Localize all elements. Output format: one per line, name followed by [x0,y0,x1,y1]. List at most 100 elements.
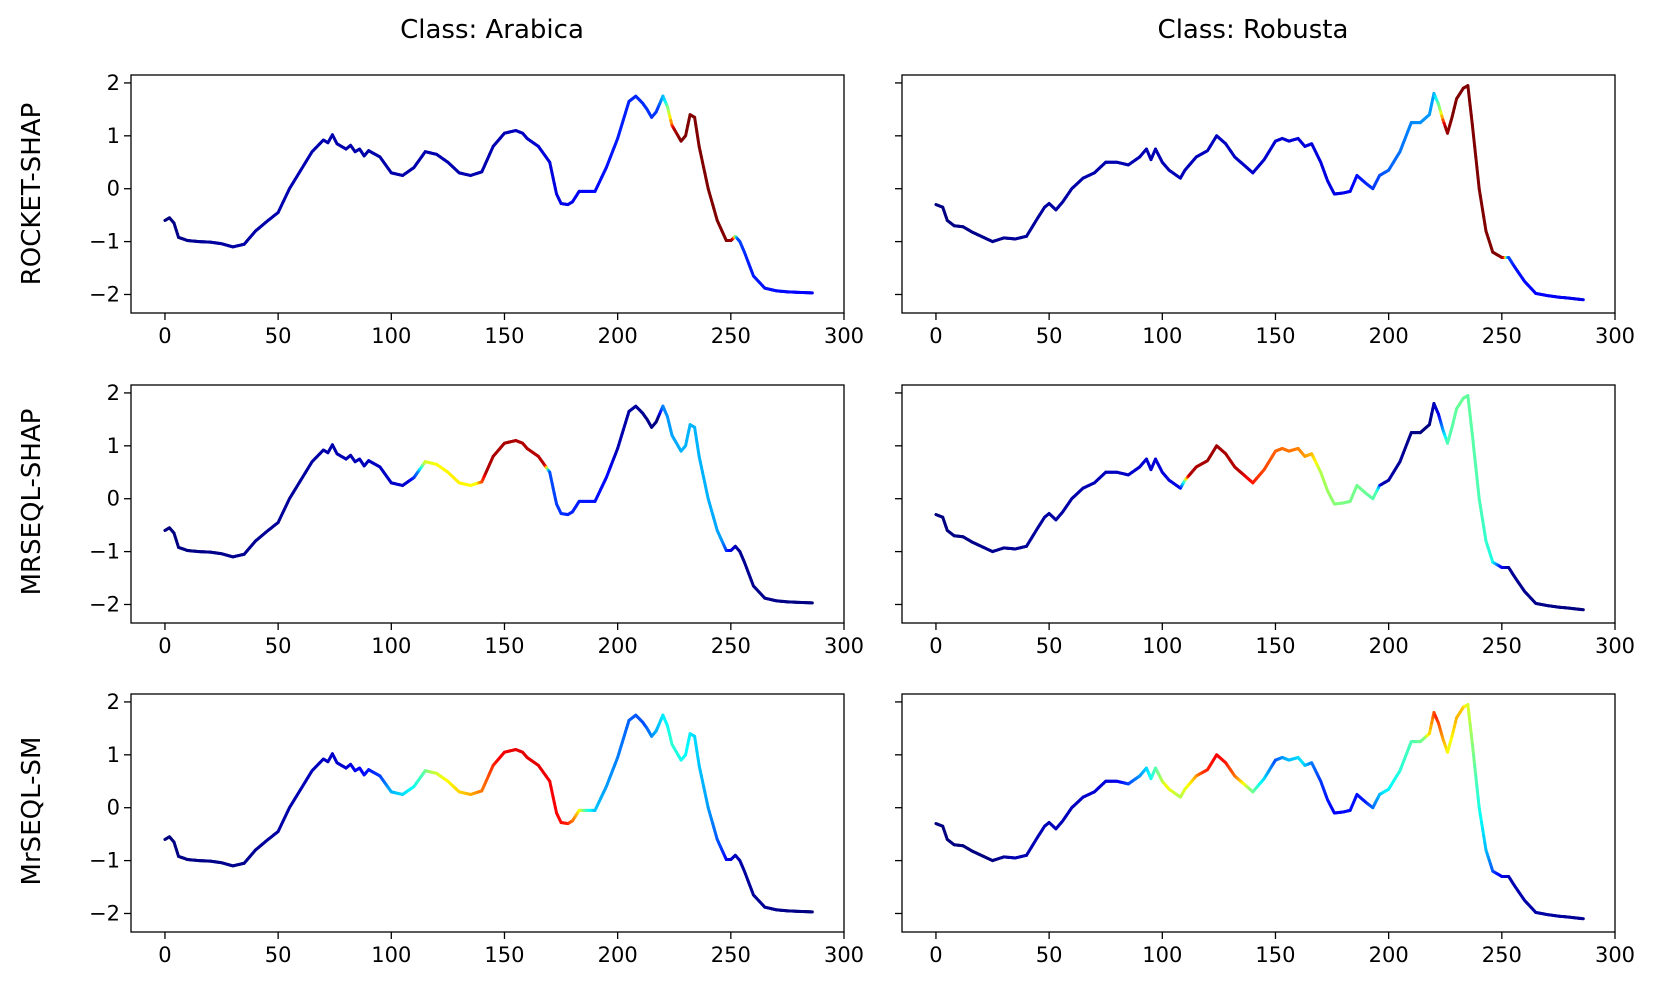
x-tick-label: 100 [371,634,411,658]
series-segment [1469,113,1474,127]
series-segment [1473,144,1478,159]
x-tick-label: 150 [1255,634,1295,658]
axes-frame [130,693,845,933]
x-tick-label: 0 [158,943,171,967]
y-tick-label: −1 [89,230,120,254]
x-tick-label: 300 [824,943,864,967]
series-segment [1467,93,1472,107]
x-tick-label: 150 [484,324,524,348]
x-tick-label: 200 [598,943,638,967]
series-segment [1473,763,1478,778]
x-tick-label: 50 [265,634,292,658]
x-tick-label: 300 [824,634,864,658]
subplot-mrseql-sm-arabica: 0 50 100 150 200 250 300 2 1 0 −1 −2 [89,690,864,967]
x-tick-label: 300 [824,324,864,348]
y-tick-label: −1 [89,849,120,873]
x-tick-label: 200 [1369,324,1409,348]
axes-frame [130,74,845,314]
x-tick-label: 250 [711,634,751,658]
x-tick-label: 100 [1142,943,1182,967]
y-tick-label: −2 [89,592,120,616]
y-tick-label: 1 [107,124,120,148]
x-tick-label: 150 [1255,943,1295,967]
subplot-mrseql-shap-robusta: 0 50 100 150 200 250 300 [895,384,1635,658]
x-tick-label: 150 [1255,324,1295,348]
series-segment [1475,166,1480,180]
x-tick-label: 250 [1482,943,1522,967]
row-label-mrseql-sm: MrSEQL-SM [17,737,47,886]
y-tick-label: 1 [107,434,120,458]
series-line-mrseql-sm-arabica [163,713,814,914]
series-segment [1474,465,1479,480]
x-tick-label: 50 [265,324,292,348]
axes-frame [901,693,1616,933]
axes-frame [130,384,845,624]
x-tick-label: 200 [598,324,638,348]
series-segment [1467,712,1472,726]
series-segment [1472,134,1477,148]
subplot-mrseql-shap-arabica: 0 50 100 150 200 250 300 2 1 0 −1 −2 [89,381,864,658]
y-tick-label: 1 [107,743,120,767]
x-tick-label: 100 [1142,634,1182,658]
x-tick-label: 100 [371,943,411,967]
x-tick-label: 250 [711,943,751,967]
x-tick-label: 0 [158,324,171,348]
axes-frame [901,74,1616,314]
x-tick-label: 50 [1036,324,1063,348]
y-tick-label: 0 [107,796,120,820]
x-tick-label: 150 [484,634,524,658]
x-tick-label: 50 [1036,634,1063,658]
series-segment [1475,476,1480,490]
series-line-rocket-shap-arabica [163,94,814,295]
x-tick-label: 250 [1482,324,1522,348]
x-tick-label: 250 [1482,634,1522,658]
series-segment [1472,753,1477,767]
y-tick-label: 0 [107,177,120,201]
column-title-robusta: Class: Robusta [1158,15,1349,45]
y-tick-label: 2 [107,690,120,714]
column-title-arabica: Class: Arabica [400,15,584,45]
series-segment [1470,123,1476,138]
series-segment [1475,785,1480,799]
x-tick-label: 300 [1595,943,1635,967]
series-segment [1469,423,1474,437]
series-line-mrseql-shap-arabica [163,404,814,605]
x-tick-label: 50 [265,943,292,967]
series-segment [1468,103,1473,117]
series-segment [1476,795,1481,810]
subplot-rocket-shap-robusta: 0 50 100 150 200 250 300 [895,74,1635,348]
x-tick-label: 0 [929,943,942,967]
series-segment [1476,486,1481,501]
x-tick-label: 200 [1369,634,1409,658]
y-tick-label: −2 [89,282,120,306]
x-tick-label: 0 [929,324,942,348]
y-tick-label: 2 [107,381,120,405]
series-segment [1470,742,1476,757]
axes-frame [901,384,1616,624]
x-tick-label: 100 [1142,324,1182,348]
x-tick-label: 200 [598,634,638,658]
subplot-rocket-shap-arabica: 0 50 100 150 200 250 300 2 1 0 −1 −2 [89,71,864,348]
series-line-mrseql-sm-robusta [934,703,1585,921]
y-tick-label: 0 [107,487,120,511]
x-tick-label: 50 [1036,943,1063,967]
y-tick-label: −1 [89,540,120,564]
series-segment [1470,433,1476,448]
series-segment [1472,444,1477,458]
x-tick-label: 100 [371,324,411,348]
series-line-mrseql-shap-robusta [934,394,1585,612]
series-segment [1469,732,1474,746]
series-segment [1468,722,1473,736]
subplot-mrseql-sm-robusta: 0 50 100 150 200 250 300 [895,693,1635,967]
row-label-rocket-shap: ROCKET-SHAP [17,103,47,286]
series-line-rocket-shap-robusta [934,84,1585,302]
series-segment [1466,394,1471,407]
y-tick-label: −2 [89,901,120,925]
x-tick-label: 300 [1595,324,1635,348]
x-tick-label: 150 [484,943,524,967]
series-segment [1466,703,1471,716]
series-segment [1476,176,1481,191]
series-segment [1466,84,1471,97]
x-tick-label: 300 [1595,634,1635,658]
x-tick-label: 0 [929,634,942,658]
